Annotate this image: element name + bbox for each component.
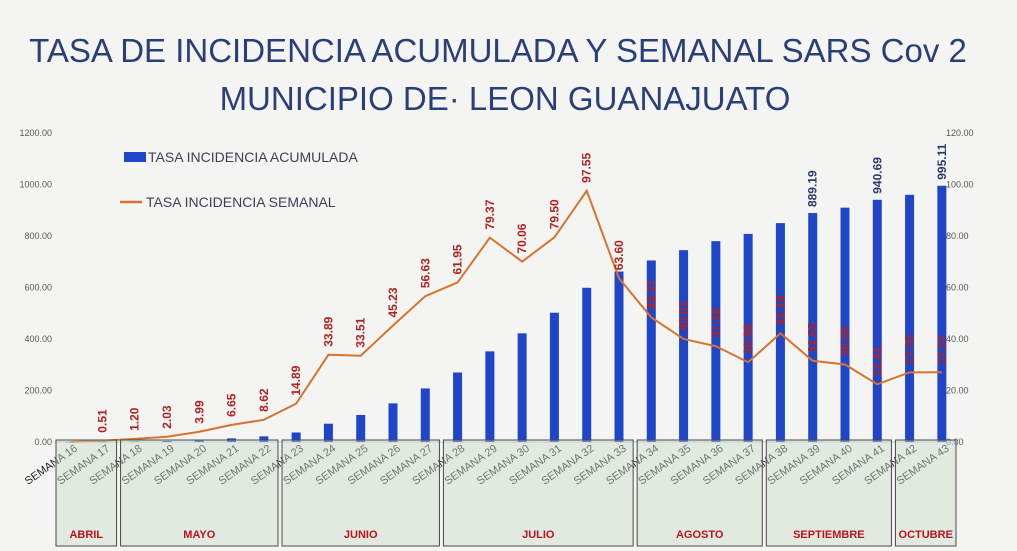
line-data-label: 0.51 [95, 409, 109, 433]
line-data-label: 27.05 [903, 334, 917, 364]
bar [679, 250, 689, 442]
line-data-label: 2.03 [160, 405, 174, 429]
month-box [442, 439, 634, 547]
bar [388, 403, 398, 442]
line-data-label: 97.55 [580, 152, 594, 182]
right-axis-tick: 80.00 [946, 231, 969, 241]
bar [485, 351, 495, 442]
chart-title-line1: TASA DE INCIDENCIA ACUMULADA Y SEMANAL S… [29, 32, 967, 69]
line-data-label: 8.62 [257, 388, 271, 412]
line-data-label: 79.50 [547, 199, 561, 229]
month-box [120, 439, 279, 547]
line-data-label: 45.23 [386, 287, 400, 317]
legend-label-weekly: TASA INCIDENCIA SEMANAL [146, 194, 336, 210]
bar [420, 388, 430, 442]
line-data-label: 56.63 [418, 258, 432, 288]
bar [259, 436, 269, 442]
line-data-label: 70.06 [515, 223, 529, 253]
bar [743, 233, 753, 442]
bar [291, 432, 301, 442]
line-data-label: 37.18 [709, 308, 723, 338]
left-axis-tick: 1000.00 [19, 180, 52, 190]
month-label: SEPTIEMBRE [793, 529, 865, 541]
axes: 0.00 200.00 400.00 600.00 800.00 1000.00 1200.… [19, 128, 973, 447]
month-box [894, 439, 957, 547]
bar [162, 440, 172, 442]
left-axis-tick: 600.00 [24, 283, 52, 293]
month-label: OCTUBRE [899, 529, 953, 541]
bar [872, 199, 882, 442]
bar [130, 441, 140, 442]
month-boxes: ABRIL MAYO JUNIO JULIO AGOSTO SEPTIEMBRE OCTUB… [55, 439, 957, 547]
right-axis-tick: 120.00 [946, 128, 974, 138]
month-label: JUNIO [344, 529, 378, 541]
line-data-label: 6.65 [225, 393, 239, 417]
month-label: AGOSTO [676, 529, 724, 541]
line-data-label: 30.98 [741, 324, 755, 354]
legend-swatch-accumulated [124, 152, 146, 162]
bar-data-label: 889.19 [806, 170, 820, 207]
left-axis-tick: 200.00 [24, 386, 52, 396]
bar [840, 207, 850, 442]
bar [323, 423, 333, 442]
left-axis-tick: 400.00 [24, 334, 52, 344]
month-label: ABRIL [69, 529, 103, 541]
line-data-label: 61.95 [451, 244, 465, 274]
bar-series: 889.19 940.69 995.11 [65, 143, 949, 443]
bar [517, 333, 527, 442]
bar [549, 312, 559, 442]
line-data-label: 3.99 [192, 400, 206, 424]
right-axis-tick: 60.00 [946, 283, 969, 293]
month-label: JULIO [522, 529, 555, 541]
line-series: 0.51 1.20 2.03 3.99 6.65 8.62 14.89 33.89 33.51 4… [70, 152, 949, 443]
chart-title-line2: MUNICIPIO DE· LEON GUANAJUATO [220, 80, 791, 117]
bar [97, 441, 107, 443]
line-data-label: 30.09 [838, 326, 852, 356]
month-label: MAYO [183, 529, 215, 541]
line-data-label: 14.89 [289, 365, 303, 395]
left-axis-tick: 0.00 [34, 437, 52, 447]
month-box [765, 439, 892, 547]
line-data-label: 27.07 [935, 334, 949, 364]
left-axis-tick: 800.00 [24, 231, 52, 241]
bar-data-label: 995.11 [935, 143, 949, 179]
month-box [281, 439, 440, 547]
weekly-rate-line [70, 188, 942, 443]
bar [937, 185, 947, 443]
line-data-label: 33.51 [354, 317, 368, 347]
line-data-label: 48.37 [644, 279, 658, 309]
bar [646, 260, 656, 442]
month-box [636, 439, 763, 547]
legend: TASA INCIDENCIA ACUMULADA TASA INCIDENCI… [120, 149, 358, 210]
bar-data-label: 940.69 [870, 157, 884, 194]
line-data-label: 22.41 [870, 346, 884, 376]
line-data-label: 31.55 [806, 322, 820, 352]
month-box [55, 439, 118, 547]
line-data-label: 33.89 [321, 316, 335, 346]
line-data-label: 63.60 [612, 240, 626, 270]
legend-label-accumulated: TASA INCIDENCIA ACUMULADA [148, 149, 358, 165]
right-axis-tick: 20.00 [946, 386, 969, 396]
right-axis-tick: 100.00 [946, 180, 974, 190]
bar [905, 194, 915, 442]
line-data-label: 40.01 [677, 301, 691, 331]
bar [711, 241, 721, 442]
left-axis-tick: 1200.00 [19, 128, 52, 138]
bar [356, 414, 366, 442]
line-data-label: 42.18 [773, 295, 787, 325]
line-data-label: 1.20 [128, 407, 142, 431]
bar [614, 271, 624, 442]
bar [808, 213, 818, 442]
bar [194, 439, 204, 442]
bar [65, 441, 75, 443]
bar [582, 287, 592, 442]
right-axis-tick: 40.00 [946, 334, 969, 344]
line-data-label: 79.37 [483, 199, 497, 229]
bar [453, 372, 463, 442]
